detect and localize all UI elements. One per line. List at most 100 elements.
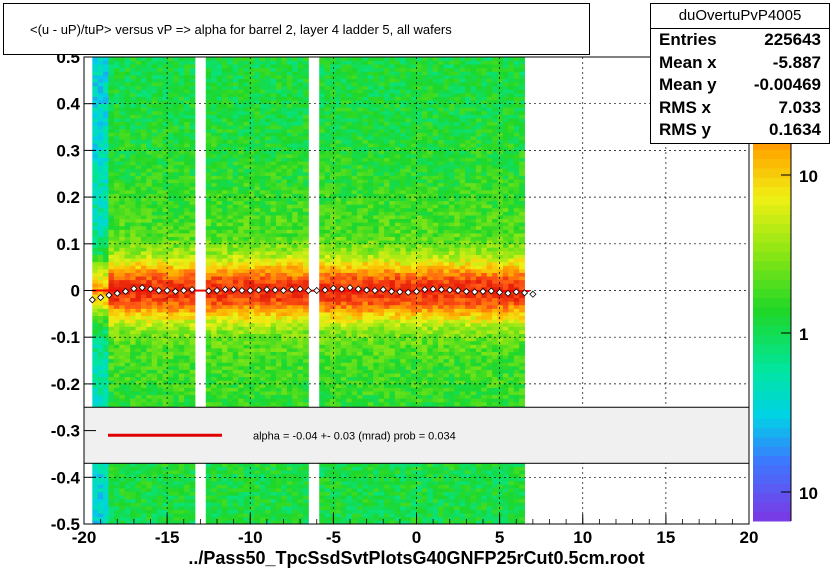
heatmap-cell bbox=[108, 82, 115, 87]
heatmap-cell bbox=[286, 279, 293, 284]
heatmap-cell bbox=[270, 74, 277, 79]
heatmap-cell bbox=[184, 326, 190, 331]
heatmap-cell bbox=[130, 121, 136, 126]
heatmap-cell bbox=[297, 509, 304, 514]
heatmap-cell bbox=[162, 74, 169, 79]
heatmap-cell bbox=[97, 146, 104, 151]
heatmap-cell bbox=[124, 250, 131, 255]
heatmap-cell bbox=[292, 143, 299, 148]
heatmap-cell bbox=[227, 337, 234, 342]
heatmap-cell bbox=[232, 89, 239, 94]
heatmap-cell bbox=[124, 78, 131, 83]
heatmap-cell bbox=[184, 470, 190, 475]
heatmap-cell bbox=[178, 233, 185, 238]
heatmap-cell bbox=[303, 365, 309, 370]
heatmap-cell bbox=[113, 279, 120, 284]
heatmap-cell bbox=[205, 57, 212, 61]
heatmap-cell bbox=[162, 136, 169, 141]
heatmap-cell bbox=[173, 103, 180, 108]
heatmap-cell bbox=[119, 365, 126, 370]
heatmap-cell bbox=[205, 337, 212, 342]
heatmap-cell bbox=[97, 383, 104, 388]
heatmap-cell bbox=[227, 236, 234, 241]
heatmap-cell bbox=[146, 100, 153, 105]
heatmap-cell bbox=[227, 157, 234, 162]
heatmap-cell bbox=[216, 64, 223, 69]
heatmap-cell bbox=[249, 225, 255, 230]
heatmap-cell bbox=[319, 347, 326, 352]
heatmap-cell bbox=[189, 153, 196, 158]
heatmap-cell bbox=[211, 290, 217, 295]
heatmap-cell bbox=[135, 398, 142, 403]
heatmap-cell bbox=[173, 150, 180, 155]
heatmap-cell bbox=[265, 175, 272, 180]
heatmap-cell bbox=[221, 488, 228, 493]
heatmap-cell bbox=[292, 322, 299, 327]
heatmap-cell bbox=[249, 333, 255, 338]
heatmap-cell bbox=[238, 315, 244, 320]
heatmap-cell bbox=[119, 189, 126, 194]
heatmap-cell bbox=[286, 265, 293, 270]
heatmap-cell bbox=[216, 114, 223, 119]
heatmap-cell bbox=[189, 182, 196, 187]
heatmap-cell bbox=[249, 236, 255, 241]
heatmap-cell bbox=[216, 128, 223, 133]
heatmap-cell bbox=[211, 376, 217, 381]
heatmap-cell bbox=[140, 92, 147, 97]
heatmap-cell bbox=[281, 233, 288, 238]
heatmap-cell bbox=[243, 326, 250, 331]
heatmap-cell bbox=[157, 168, 163, 173]
heatmap-cell bbox=[113, 477, 120, 482]
heatmap-cell bbox=[103, 92, 109, 97]
heatmap-cell bbox=[286, 92, 293, 97]
heatmap-cell bbox=[124, 347, 131, 352]
heatmap-cell bbox=[140, 85, 147, 90]
heatmap-cell bbox=[157, 466, 163, 471]
heatmap-cell bbox=[303, 308, 309, 313]
heatmap-cell bbox=[113, 466, 120, 471]
heatmap-cell bbox=[249, 351, 255, 356]
heatmap-cell bbox=[254, 57, 261, 61]
heatmap-cell bbox=[167, 516, 174, 521]
heatmap-cell bbox=[124, 488, 131, 493]
heatmap-cell bbox=[184, 164, 190, 169]
heatmap-cell bbox=[281, 146, 288, 151]
heatmap-cell bbox=[135, 520, 142, 525]
heatmap-cell bbox=[97, 168, 104, 173]
heatmap-cell bbox=[276, 283, 282, 288]
heatmap-cell bbox=[211, 488, 217, 493]
heatmap-cell bbox=[243, 502, 250, 507]
heatmap-cell bbox=[113, 60, 120, 65]
heatmap-cell bbox=[249, 222, 255, 227]
heatmap-cell bbox=[135, 301, 142, 306]
heatmap-cell bbox=[124, 215, 131, 220]
heatmap-cell bbox=[254, 466, 261, 471]
heatmap-cell bbox=[146, 272, 153, 277]
heatmap-cell bbox=[265, 132, 272, 137]
heatmap-cell bbox=[92, 509, 99, 514]
heatmap-cell bbox=[254, 233, 261, 238]
heatmap-cell bbox=[103, 466, 109, 471]
heatmap-cell bbox=[124, 82, 131, 87]
heatmap-cell bbox=[281, 132, 288, 137]
heatmap-cell bbox=[108, 132, 115, 137]
heatmap-cell bbox=[270, 462, 277, 467]
heatmap-cell bbox=[103, 283, 109, 288]
heatmap-cell bbox=[173, 222, 180, 227]
heatmap-cell bbox=[119, 376, 126, 381]
heatmap-cell bbox=[259, 376, 266, 381]
heatmap-cell bbox=[135, 358, 142, 363]
heatmap-cell bbox=[270, 118, 277, 123]
heatmap-cell bbox=[243, 272, 250, 277]
heatmap-cell bbox=[178, 182, 185, 187]
heatmap-cell bbox=[265, 229, 272, 234]
heatmap-cell bbox=[221, 279, 228, 284]
heatmap-cell bbox=[259, 171, 266, 176]
heatmap-cell bbox=[108, 477, 115, 482]
heatmap-cell bbox=[124, 308, 131, 313]
heatmap-cell bbox=[227, 304, 234, 309]
heatmap-cell bbox=[130, 380, 136, 385]
heatmap-cell bbox=[189, 89, 196, 94]
heatmap-cell bbox=[270, 258, 277, 263]
heatmap-cell bbox=[113, 132, 120, 137]
